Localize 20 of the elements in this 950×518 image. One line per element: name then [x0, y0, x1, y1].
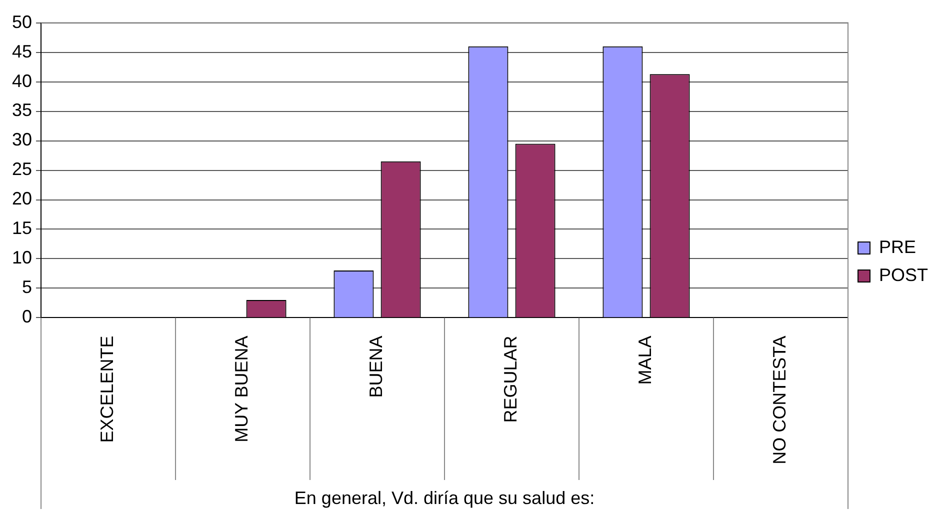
y-tick-label: 10	[12, 248, 32, 268]
x-tick-label: REGULAR	[500, 336, 521, 423]
y-tick-label: 35	[12, 100, 32, 120]
x-tick-label: BUENA	[366, 336, 386, 398]
x-tick-label: EXCELENTE	[97, 336, 118, 443]
y-tick-label: 20	[12, 188, 32, 209]
x-tick-label: MALA	[635, 336, 656, 385]
y-tick-label: 15	[12, 218, 32, 238]
y-tick-label: 40	[12, 70, 32, 91]
y-tick-label: 0	[22, 306, 32, 327]
legend-label: POST	[878, 264, 928, 285]
y-tick-label: 45	[12, 41, 32, 62]
y-tick-label: 50	[12, 12, 32, 32]
x-tick-label: MUY BUENA	[232, 336, 252, 442]
x-axis-title: En general, Vd. diría que su salud es:	[294, 488, 595, 508]
y-tick-label: 5	[22, 277, 32, 298]
legend-label: PRE	[878, 236, 916, 257]
y-tick-label: 30	[12, 130, 32, 150]
y-tick-label: 25	[12, 159, 32, 180]
x-tick-label: NO CONTESTA	[770, 336, 790, 464]
